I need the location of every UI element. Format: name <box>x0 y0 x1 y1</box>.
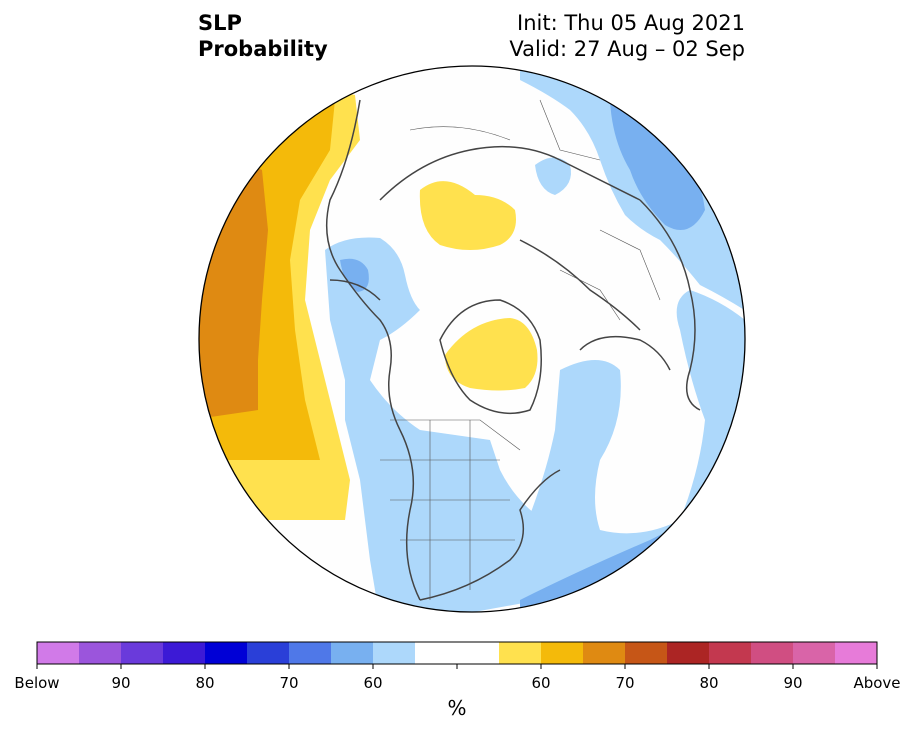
colorbar-cell <box>37 642 80 664</box>
colorbar-ticks <box>36 664 878 669</box>
colorbar-cell <box>331 642 374 664</box>
colorbar-cell <box>289 642 332 664</box>
title-line2: Probability <box>198 37 328 61</box>
colorbar-cell <box>415 642 458 664</box>
arctic-yellow-region <box>445 318 538 391</box>
siberia-yellow-region <box>419 181 516 250</box>
colorbar-cell <box>457 642 500 664</box>
colorbar-tick-label: 70 <box>615 674 635 692</box>
coastlines <box>325 99 701 601</box>
colorbar-cell <box>79 642 122 664</box>
valid-label: Valid: 27 Aug – 02 Sep <box>509 37 745 61</box>
colorbar-cell <box>835 642 878 664</box>
colorbar-tick-label: 70 <box>279 674 299 692</box>
colorbar-tick-label: 80 <box>699 674 719 692</box>
colorbar-cell <box>541 642 584 664</box>
colorbar-cell <box>163 642 206 664</box>
colorbar-cell <box>625 642 668 664</box>
colorbar-cell <box>373 642 416 664</box>
alaska-blue-region <box>325 237 580 612</box>
colorbar-cell <box>751 642 794 664</box>
init-label: Init: Thu 05 Aug 2021 <box>517 11 745 35</box>
colorbar-cell <box>247 642 290 664</box>
colorbar-tick-label: Below <box>14 674 60 692</box>
colorbar-tick-label: 90 <box>111 674 131 692</box>
colorbar-tick-label: 90 <box>783 674 803 692</box>
eurasia-dark-blue-region <box>610 99 705 230</box>
title-line1: SLP <box>198 11 242 35</box>
colorbar-cells <box>37 642 878 664</box>
date-info: Init: Thu 05 Aug 2021 Valid: 27 Aug – 02… <box>509 10 745 62</box>
colorbar-cell <box>205 642 248 664</box>
polar-map <box>198 65 746 613</box>
colorbar-cell <box>499 642 542 664</box>
borders <box>380 99 661 600</box>
colorbar-tick-label: Above <box>853 674 901 692</box>
colorbar-cell <box>793 642 836 664</box>
colorbar-tick-label: 80 <box>195 674 215 692</box>
map-title: SLP Probability <box>198 10 328 62</box>
alaska-dark-blue-region <box>340 258 369 292</box>
colorbar-unit-label: % <box>447 696 467 720</box>
globe-outline <box>198 65 746 613</box>
colorbar-cell <box>583 642 626 664</box>
colorbar-tick-label: 60 <box>363 674 383 692</box>
siberia-small-blue-region <box>535 157 571 195</box>
colorbar-cell <box>121 642 164 664</box>
colorbar-cell <box>709 642 752 664</box>
colorbar-tick-label: 60 <box>531 674 551 692</box>
colorbar-cell <box>667 642 710 664</box>
